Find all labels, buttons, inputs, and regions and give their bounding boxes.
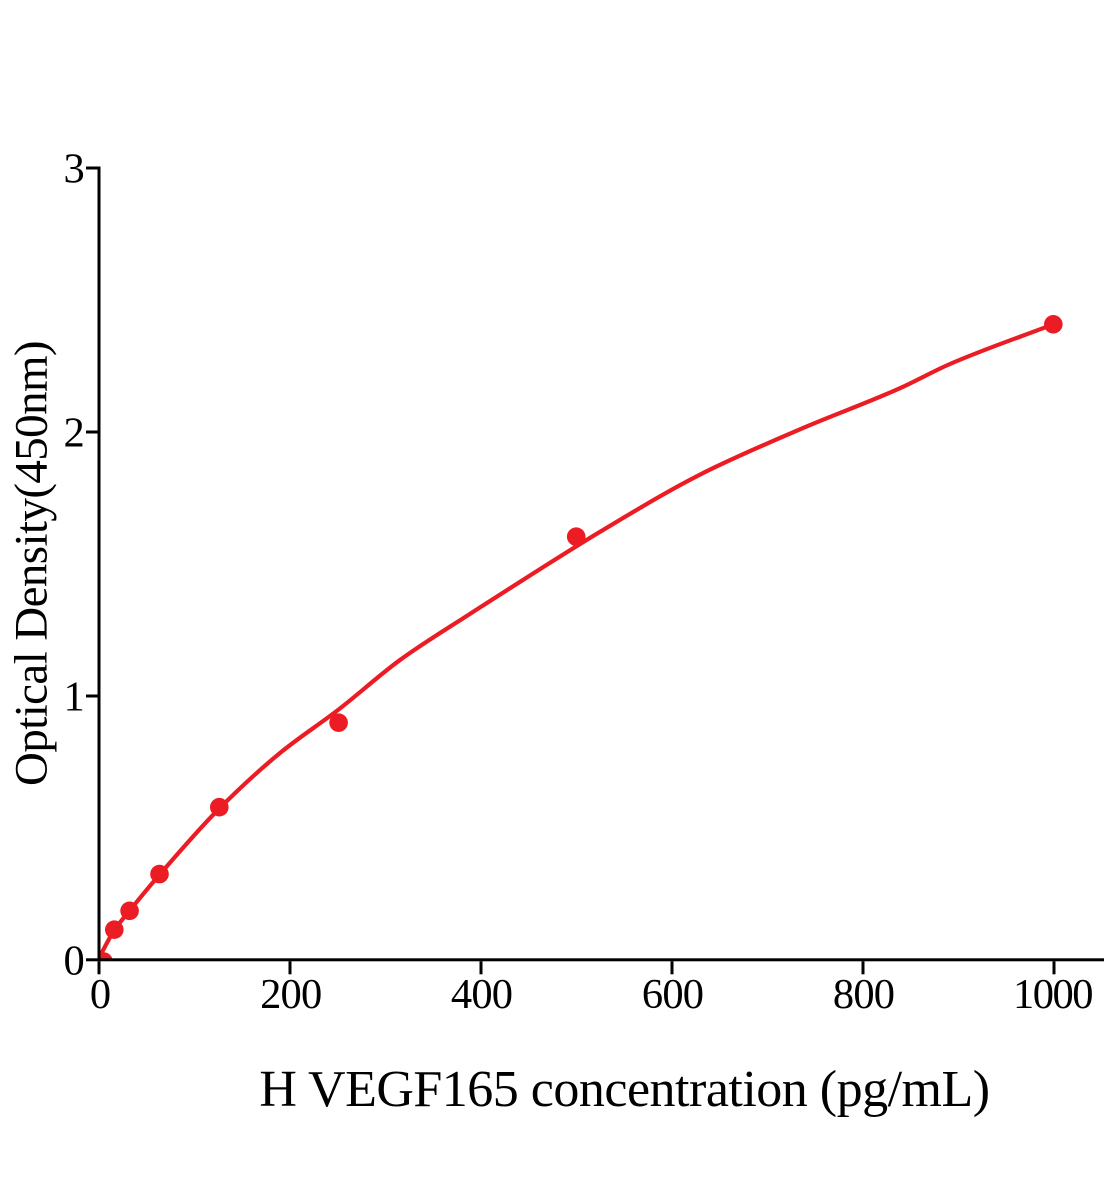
svg-text:0: 0 [64, 937, 85, 984]
svg-text:1000: 1000 [1013, 971, 1092, 1018]
svg-text:Optical Density(450nm): Optical Density(450nm) [6, 341, 58, 786]
svg-text:2: 2 [64, 409, 85, 456]
svg-text:800: 800 [833, 971, 894, 1018]
svg-text:600: 600 [642, 971, 703, 1018]
svg-text:1: 1 [64, 673, 85, 720]
svg-text:200: 200 [260, 971, 321, 1018]
svg-text:3: 3 [64, 145, 85, 192]
svg-text:400: 400 [451, 971, 512, 1018]
svg-text:0: 0 [90, 971, 111, 1018]
svg-text:H VEGF165 concentration (pg/mL: H VEGF165 concentration (pg/mL) [259, 1061, 989, 1118]
